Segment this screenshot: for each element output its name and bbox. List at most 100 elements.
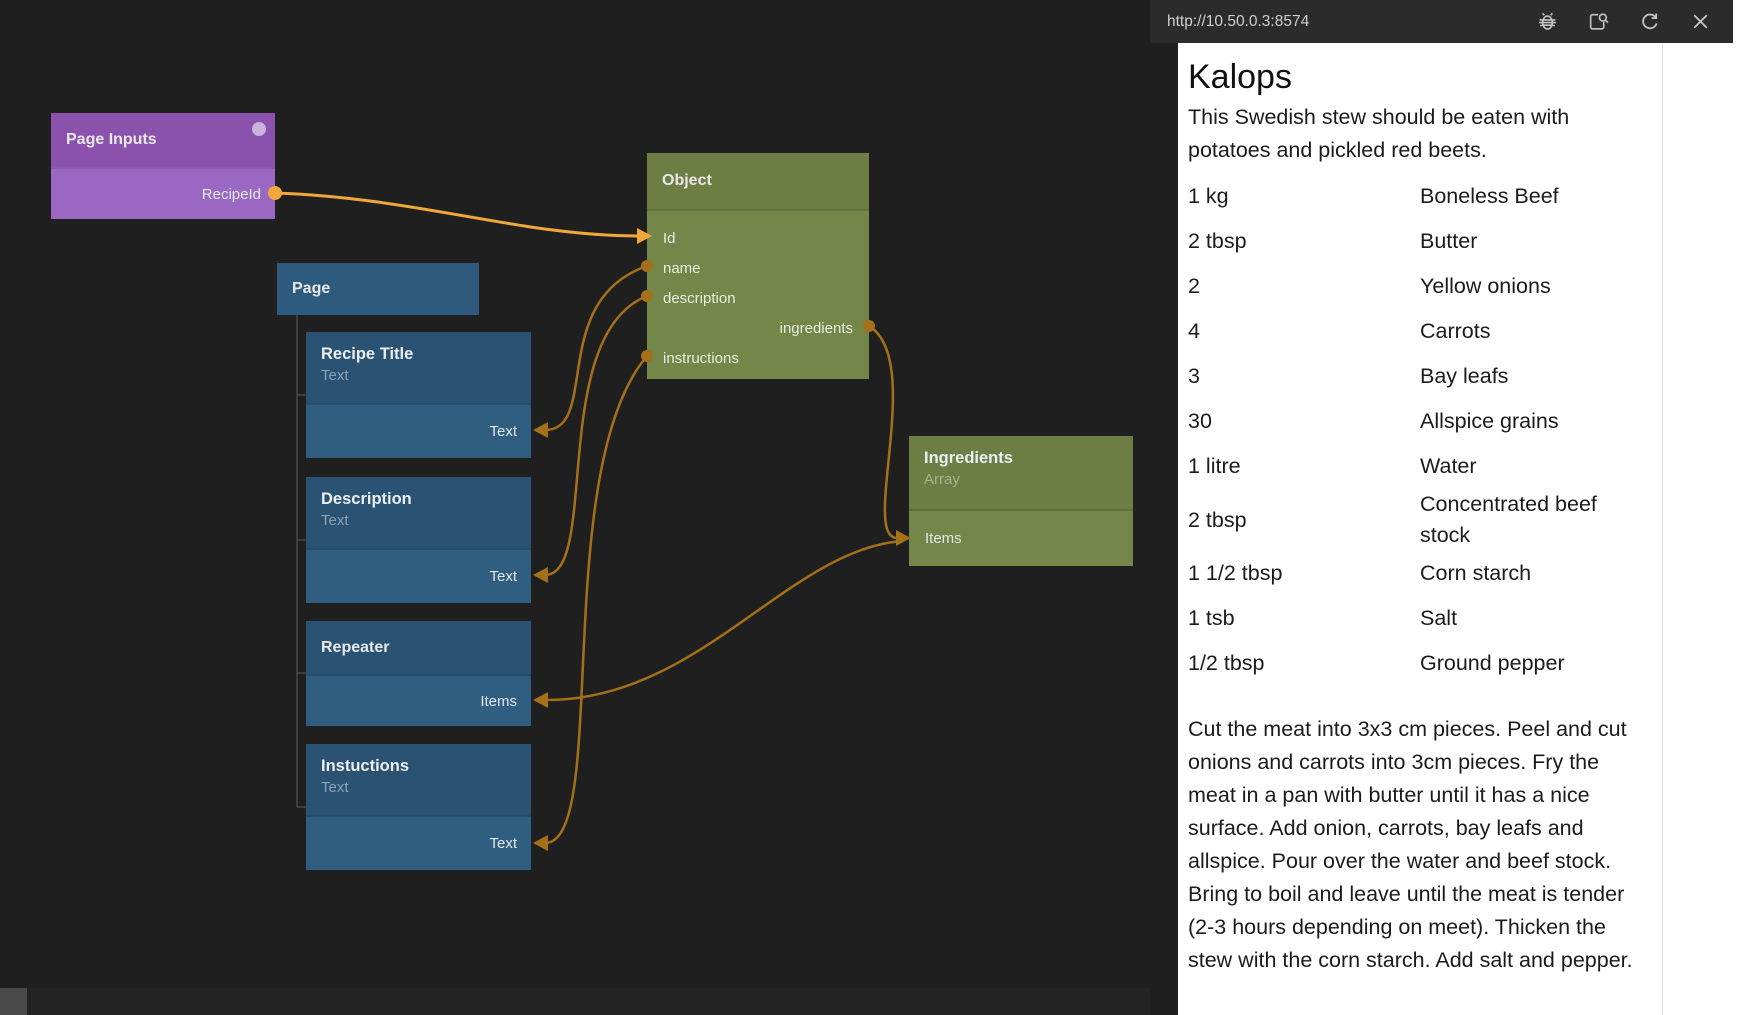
- node-page-title: Page: [292, 280, 331, 297]
- node-object[interactable]: Object Id name description ingredients i…: [647, 153, 869, 379]
- ingredient-row: 1 1/2 tbsp Corn starch: [1188, 551, 1633, 596]
- inspect-button[interactable]: [1586, 10, 1610, 34]
- port-label: ingredients: [779, 319, 853, 337]
- wire-items-to-repeater[interactable]: [546, 539, 904, 702]
- wire-name-to-recipe-title[interactable]: [544, 264, 648, 432]
- close-preview-button[interactable]: [1688, 10, 1712, 34]
- ingredient-name: Butter: [1420, 229, 1478, 253]
- taskbar-corner: [0, 988, 27, 1015]
- recipe-title: Kalops: [1188, 58, 1292, 96]
- debug-button[interactable]: [1535, 10, 1559, 34]
- arrowhead-description-text: [533, 567, 548, 583]
- preview-titlebar: http://10.50.0.3:8574: [1150, 0, 1733, 43]
- preview-url: http://10.50.0.3:8574: [1167, 12, 1310, 30]
- node-page[interactable]: Page: [277, 263, 479, 315]
- ingredient-amount: 1 litre: [1188, 454, 1241, 478]
- ingredient-name: Salt: [1420, 606, 1458, 630]
- scrollbar-track-line: [1662, 43, 1663, 1015]
- port-label: instructions: [663, 349, 739, 367]
- ingredient-row: 30 Allspice grains: [1188, 399, 1633, 444]
- port-ingredients-items[interactable]: Items: [909, 509, 1133, 566]
- ingredient-row: 1/2 tbsp Ground pepper: [1188, 641, 1633, 686]
- ingredient-row: 2 tbsp Butter: [1188, 219, 1633, 264]
- node-instructions[interactable]: Instuctions Text Text: [306, 744, 531, 870]
- arrowhead-instructions-text: [533, 835, 548, 851]
- node-instructions-title: Instuctions: [321, 757, 410, 775]
- recipe-description: This Swedish stew should be eaten with p…: [1188, 105, 1570, 162]
- arrowhead-repeater-items: [533, 692, 548, 708]
- port-object-instructions[interactable]: instructions: [647, 343, 869, 373]
- ingredient-name: Carrots: [1420, 319, 1491, 343]
- node-repeater[interactable]: Repeater Items: [306, 621, 531, 726]
- ingredient-amount: 1 tsb: [1188, 606, 1235, 630]
- port-recipeid-label: RecipeId: [201, 185, 261, 203]
- node-description[interactable]: Description Text Text: [306, 477, 531, 603]
- ingredient-name: Allspice grains: [1420, 409, 1559, 433]
- debug-bug-icon: [1538, 12, 1556, 30]
- ingredient-amount: 30: [1188, 409, 1212, 433]
- node-ingredients-subtitle: Array: [924, 471, 960, 488]
- wire-description-to-description[interactable]: [544, 294, 648, 577]
- port-label: description: [663, 289, 736, 307]
- ingredient-name: Corn starch: [1420, 561, 1532, 585]
- ingredient-amount: 4: [1188, 319, 1200, 343]
- node-recipe-title-subtitle: Text: [321, 367, 349, 384]
- arrowhead-recipe-title-text: [533, 422, 548, 438]
- ingredient-row: 1 kg Boneless Beef: [1188, 174, 1633, 219]
- port-object-name[interactable]: name: [647, 253, 869, 283]
- port-recipe-title-text[interactable]: Text: [306, 403, 531, 458]
- port-object-ingredients[interactable]: ingredients: [647, 313, 869, 343]
- node-recipe-title[interactable]: Recipe Title Text Text: [306, 332, 531, 458]
- port-label: Text: [489, 568, 517, 585]
- node-page-inputs[interactable]: Page Inputs RecipeId: [51, 113, 275, 219]
- node-ingredients-title: Ingredients: [924, 449, 1013, 467]
- port-label: Text: [489, 423, 517, 440]
- ingredient-amount: 3: [1188, 364, 1200, 388]
- inspect-window-icon: [1589, 13, 1608, 30]
- node-page-inputs-title: Page Inputs: [51, 113, 275, 167]
- port-object-id[interactable]: Id: [647, 223, 869, 253]
- ingredient-amount: 2 tbsp: [1188, 507, 1247, 532]
- ingredient-name: Bay leafs: [1420, 364, 1509, 388]
- ingredient-name: Ground pepper: [1420, 651, 1565, 675]
- refresh-button[interactable]: [1637, 10, 1661, 34]
- ingredient-name: Boneless Beef: [1420, 184, 1559, 208]
- ingredient-amount: 1 kg: [1188, 184, 1229, 208]
- port-label: Items: [925, 530, 962, 547]
- ingredient-name: Concentrated beef stock: [1420, 492, 1597, 547]
- ingredients-table: 1 kg Boneless Beef 2 tbsp Butter 2 Yello…: [1188, 174, 1633, 686]
- ingredient-name: Yellow onions: [1420, 274, 1551, 298]
- close-icon: [1693, 14, 1707, 29]
- node-description-title: Description: [321, 490, 412, 508]
- node-repeater-title: Repeater: [321, 638, 390, 656]
- ingredient-row: 2 tbsp Concentrated beef stock: [1188, 489, 1633, 551]
- ingredient-row: 3 Bay leafs: [1188, 354, 1633, 399]
- ingredient-amount: 2 tbsp: [1188, 229, 1247, 253]
- preview-content[interactable]: Kalops This Swedish stew should be eaten…: [1178, 43, 1747, 1015]
- ingredient-row: 1 tsb Salt: [1188, 596, 1633, 641]
- ingredient-amount: 2: [1188, 274, 1200, 298]
- node-description-subtitle: Text: [321, 512, 349, 529]
- recipe-instructions: Cut the meat into 3x3 cm pieces. Peel an…: [1188, 717, 1633, 972]
- canvas-bottom-strip: [0, 988, 1150, 1015]
- port-instructions-text[interactable]: Text: [306, 815, 531, 870]
- wire-instructions-to-instructions[interactable]: [544, 355, 648, 845]
- port-label: Items: [480, 692, 517, 710]
- port-label: Id: [663, 229, 676, 247]
- node-recipe-title-title: Recipe Title: [321, 345, 414, 363]
- ingredient-row: 2 Yellow onions: [1188, 264, 1633, 309]
- node-ingredients[interactable]: Ingredients Array Items: [909, 436, 1133, 566]
- ingredient-name: Water: [1420, 454, 1477, 478]
- port-description-text[interactable]: Text: [306, 548, 531, 603]
- port-recipeid[interactable]: RecipeId: [51, 167, 275, 219]
- ingredient-row: 1 litre Water: [1188, 444, 1633, 489]
- port-repeater-items[interactable]: Items: [306, 674, 531, 726]
- wire-ingredients-to-items[interactable]: [868, 324, 898, 540]
- wire-recipeid-to-id[interactable]: [274, 191, 640, 238]
- ingredient-row: 4 Carrots: [1188, 309, 1633, 354]
- refresh-icon: [1641, 13, 1657, 30]
- port-object-description[interactable]: description: [647, 283, 869, 313]
- port-label: Text: [489, 835, 517, 852]
- ingredient-amount: 1 1/2 tbsp: [1188, 561, 1283, 585]
